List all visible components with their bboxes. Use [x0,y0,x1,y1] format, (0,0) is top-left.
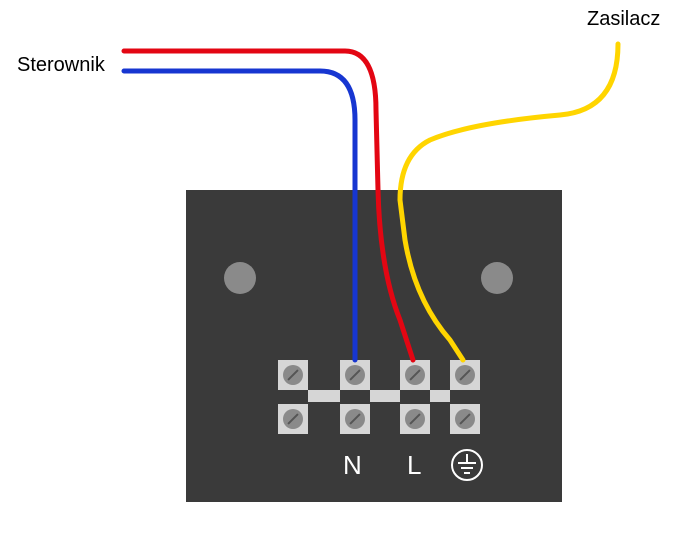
mount-hole-left [224,262,256,294]
terminal-bridge [370,390,400,402]
terminal-row [278,360,480,390]
terminal-screw [400,360,430,390]
terminal-screw [400,404,430,434]
terminal-label-n: N [343,450,362,481]
ground-icon [450,448,484,482]
terminal-bridge [430,390,450,402]
terminal-block [278,360,480,434]
terminal-screw [340,404,370,434]
mount-hole-right [481,262,513,294]
controller-label: Sterownik [17,54,105,77]
terminal-label-l: L [407,450,421,481]
terminal-panel: N L [186,190,562,502]
terminal-screw [450,404,480,434]
terminal-screw [278,404,308,434]
psu-label: Zasilacz [587,8,660,31]
terminal-screw [450,360,480,390]
terminal-screw [278,360,308,390]
terminal-bridge [308,390,340,402]
terminal-screw [340,360,370,390]
terminal-row [278,404,480,434]
